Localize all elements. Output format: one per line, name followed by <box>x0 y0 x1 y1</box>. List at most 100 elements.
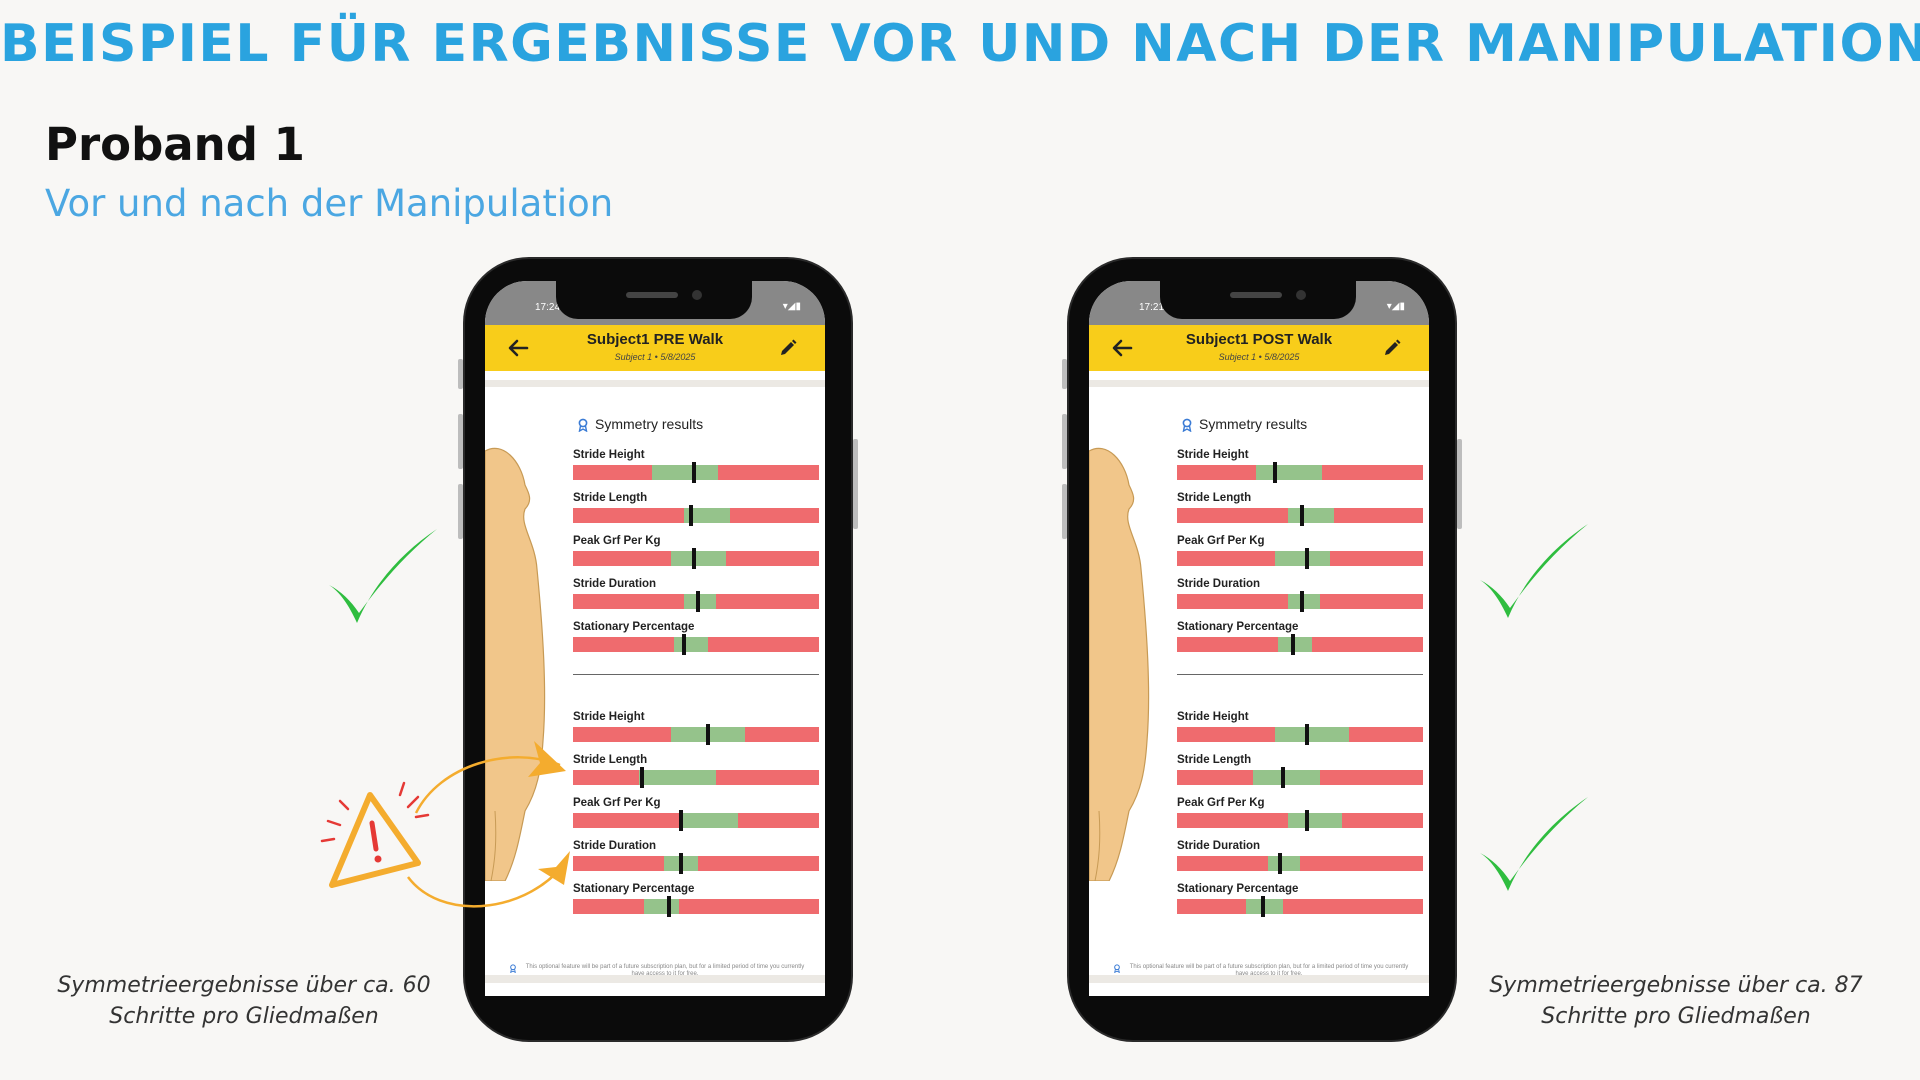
metric-label: Stride Length <box>1177 754 1252 766</box>
symmetry-marker <box>1261 896 1266 917</box>
header-subtitle: Subject 1 • 5/8/2025 <box>614 352 696 362</box>
status-time: 17:21 <box>1139 302 1165 313</box>
phone-side-button <box>1457 439 1462 529</box>
metric-label: Stride Duration <box>573 840 657 852</box>
symmetry-normal-range <box>1287 508 1335 523</box>
back-arrow-icon[interactable] <box>1111 339 1133 357</box>
metric-label: Stride Height <box>1177 711 1249 723</box>
phone-screen: 17:21 ▾◢▮ Subject1 POST Walk Subject 1 •… <box>1089 281 1429 996</box>
header-subtitle: Subject 1 • 5/8/2025 <box>1218 352 1300 362</box>
symmetry-marker <box>1300 505 1305 526</box>
symmetry-normal-range <box>683 508 731 523</box>
caption-line: Symmetrieergebnisse über ca. 60 <box>57 973 431 998</box>
section-title: Symmetry results <box>1199 416 1308 432</box>
phone-side-button <box>1062 414 1067 469</box>
metric-label: Stride Length <box>573 754 648 766</box>
symmetry-marker <box>1290 634 1295 655</box>
edit-pencil-icon[interactable] <box>779 339 797 357</box>
dog-illustration <box>1089 447 1150 881</box>
symmetry-bar <box>1177 810 1423 831</box>
symmetry-bar <box>573 810 819 831</box>
symmetry-marker <box>691 548 696 569</box>
symmetry-bar <box>573 853 819 874</box>
phone-side-button <box>1062 359 1067 389</box>
speaker <box>626 292 678 298</box>
page-title: BEISPIEL FÜR ERGEBNISSE VOR UND NACH DER… <box>0 14 1920 74</box>
symmetry-normal-range <box>1275 551 1330 566</box>
symmetry-bar <box>573 548 819 569</box>
symmetry-bar <box>1177 767 1423 788</box>
metric-label: Stationary Percentage <box>1177 621 1299 633</box>
symmetry-marker <box>666 896 671 917</box>
symmetry-normal-range <box>1287 813 1342 828</box>
metric-label: Stride Length <box>573 492 648 504</box>
header-title: Subject1 POST Walk <box>1185 331 1333 348</box>
back-arrow-icon[interactable] <box>507 339 529 357</box>
symmetry-marker <box>1305 810 1310 831</box>
symmetry-bar <box>573 591 819 612</box>
symmetry-bar <box>1177 505 1423 526</box>
group-separator <box>1177 674 1423 675</box>
phone-mockup-pre: 17:24 ▾◢▮ Subject1 PRE Walk Subject 1 • … <box>458 259 858 1040</box>
section-divider <box>1089 380 1429 387</box>
symmetry-marker <box>1278 853 1283 874</box>
footnote: This optional feature will be part of a … <box>525 964 805 977</box>
symmetry-marker <box>1305 548 1310 569</box>
metric-label: Stationary Percentage <box>573 621 695 633</box>
bottom-divider <box>1089 975 1429 983</box>
metric-label: Peak Grf Per Kg <box>573 797 661 809</box>
symmetry-normal-range <box>681 813 738 828</box>
symmetry-marker <box>1280 767 1285 788</box>
symmetry-bar <box>1177 724 1423 745</box>
ribbon-icon <box>510 964 516 973</box>
symmetry-normal-range <box>1275 727 1350 742</box>
caption-line: Schritte pro Gliedmaßen <box>109 1004 379 1029</box>
status-time: 17:24 <box>535 302 561 313</box>
warning-annotation <box>320 741 570 908</box>
camera <box>692 290 702 300</box>
caption-line: Schritte pro Gliedmaßen <box>1541 1004 1811 1029</box>
metric-label: Peak Grf Per Kg <box>1177 535 1265 547</box>
subtitle: Vor und nach der Manipulation <box>45 182 614 225</box>
symmetry-bar <box>573 505 819 526</box>
caption-line: Symmetrieergebnisse über ca. 87 <box>1489 973 1863 998</box>
caption-post: Symmetrieergebnisse über ca. 87 Schritte… <box>1446 970 1906 1032</box>
symmetry-normal-range <box>644 899 679 914</box>
symmetry-normal-range <box>639 770 716 785</box>
metric-label: Stride Height <box>573 449 645 461</box>
phone-mockup-post: 17:21 ▾◢▮ Subject1 POST Walk Subject 1 •… <box>1062 259 1462 1040</box>
bottom-divider <box>485 975 825 983</box>
footnote: This optional feature will be part of a … <box>1129 964 1409 977</box>
status-icons: ▾◢▮ <box>1386 301 1405 312</box>
symmetry-bar <box>573 724 819 745</box>
phone-side-button <box>853 439 858 529</box>
ribbon-icon <box>578 418 588 432</box>
symmetry-bar <box>1177 896 1423 917</box>
header-title: Subject1 PRE Walk <box>586 331 724 348</box>
metric-label: Stride Length <box>1177 492 1252 504</box>
edit-pencil-icon[interactable] <box>1383 339 1401 357</box>
symmetry-marker <box>696 591 701 612</box>
symmetry-normal-range <box>673 637 709 652</box>
symmetry-marker <box>689 505 694 526</box>
symmetry-normal-range <box>1277 637 1313 652</box>
symmetry-normal-range <box>1268 856 1300 871</box>
phone-side-button <box>458 414 463 469</box>
symmetry-bar <box>1177 462 1423 483</box>
symmetry-marker <box>681 634 686 655</box>
symmetry-bar <box>1177 548 1423 569</box>
metric-label: Peak Grf Per Kg <box>1177 797 1265 809</box>
section-divider <box>485 380 825 387</box>
status-icons: ▾◢▮ <box>782 301 801 312</box>
metric-label: Stationary Percentage <box>1177 883 1299 895</box>
phone-side-button <box>458 359 463 389</box>
camera <box>1296 290 1306 300</box>
symmetry-bar <box>1177 634 1423 655</box>
ribbon-icon <box>1182 418 1192 432</box>
metric-label: Stride Height <box>1177 449 1249 461</box>
symmetry-marker <box>679 810 684 831</box>
symmetry-marker <box>1300 591 1305 612</box>
dog-illustration <box>485 447 546 881</box>
group-separator <box>573 674 819 675</box>
symmetry-marker <box>639 767 644 788</box>
